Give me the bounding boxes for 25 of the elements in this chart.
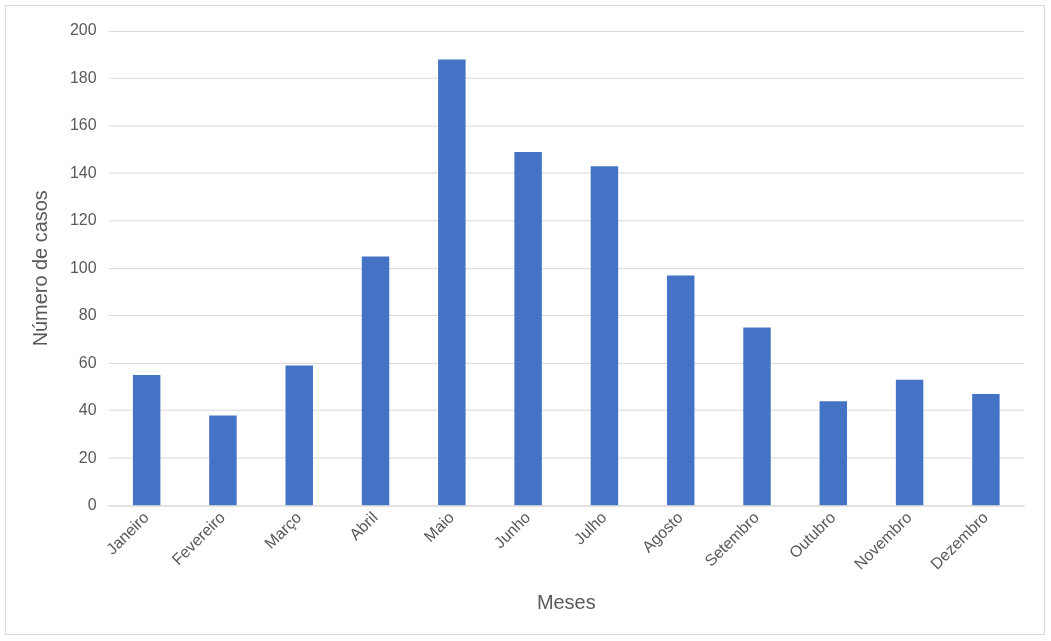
y-tick-label: 80	[78, 306, 97, 324]
y-tick-label: 60	[78, 353, 97, 371]
bar	[438, 59, 466, 506]
y-tick-label: 0	[87, 496, 97, 514]
y-tick-label: 140	[69, 163, 97, 181]
bar	[285, 365, 313, 506]
bar	[132, 375, 161, 506]
bar	[209, 415, 237, 506]
bar	[972, 394, 1000, 506]
bar	[590, 166, 619, 506]
y-tick-label: 120	[69, 211, 97, 229]
y-tick-label: 200	[69, 21, 97, 39]
x-axis-title: Meses	[536, 590, 596, 613]
y-tick-label: 100	[69, 258, 97, 276]
bar	[361, 256, 390, 506]
bar	[666, 275, 695, 506]
bar	[743, 327, 771, 506]
y-tick-label: 20	[78, 448, 97, 466]
y-tick-label: 180	[69, 68, 97, 86]
y-tick-label: 40	[78, 401, 97, 419]
y-tick-label: 160	[69, 116, 97, 134]
bar	[819, 401, 848, 506]
y-axis-title: Número de casos	[29, 190, 52, 347]
bar	[895, 379, 924, 506]
bar	[514, 151, 542, 506]
